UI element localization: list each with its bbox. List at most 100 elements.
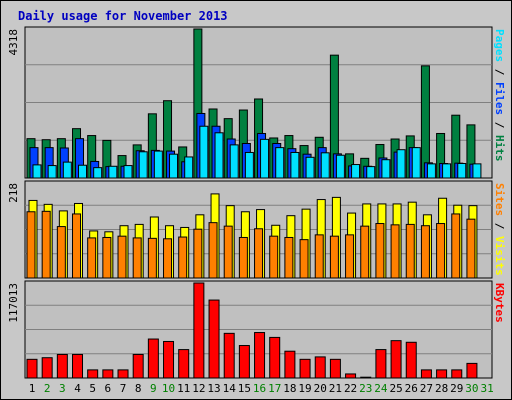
bar-sites — [254, 228, 264, 279]
bar-sites — [56, 226, 66, 279]
top-panel: 4318 Pages / Files / Hits — [7, 26, 506, 179]
bar-kbytes — [405, 341, 417, 379]
bar-sites — [132, 237, 142, 279]
middle-axis-legend-part: Visits — [493, 236, 506, 276]
top-max-label: 4318 — [7, 29, 20, 56]
bar-kbytes — [87, 369, 99, 379]
bar-sites — [87, 237, 97, 279]
bar-kbytes — [375, 349, 387, 379]
bar-pages — [62, 161, 72, 179]
day-label: 26 — [405, 382, 418, 395]
bar-pages — [320, 152, 330, 179]
bar-kbytes — [238, 345, 250, 379]
bar-sites — [26, 211, 36, 279]
bar-sites — [405, 223, 415, 279]
day-label: 3 — [59, 382, 66, 395]
bar-kbytes — [41, 357, 53, 379]
bar-sites — [72, 213, 82, 279]
bar-sites — [390, 224, 400, 279]
bar-kbytes — [420, 369, 432, 379]
bar-kbytes — [284, 350, 296, 379]
bar-kbytes — [345, 373, 357, 379]
bar-kbytes — [269, 336, 281, 379]
bar-pages — [305, 156, 315, 179]
day-label: 22 — [344, 382, 357, 395]
day-label: 4 — [74, 382, 81, 395]
day-label: 27 — [420, 382, 433, 395]
bar-pages — [442, 163, 452, 179]
bar-pages — [351, 164, 361, 179]
day-label: 29 — [450, 382, 463, 395]
bottom-axis-legend-part: KBytes — [493, 283, 506, 323]
bar-pages — [396, 149, 406, 179]
day-label: 17 — [268, 382, 281, 395]
day-label: 25 — [389, 382, 402, 395]
bar-pages — [123, 165, 133, 179]
day-label: 11 — [177, 382, 190, 395]
day-label: 19 — [298, 382, 311, 395]
bar-sites — [41, 210, 51, 279]
bar-pages — [108, 165, 118, 179]
bar-sites — [238, 236, 248, 279]
top-axis-legend: Pages / Files / Hits — [493, 29, 506, 162]
day-label: 5 — [89, 382, 96, 395]
bar-sites — [420, 225, 430, 279]
bar-kbytes — [26, 358, 38, 379]
bar-kbytes — [466, 362, 478, 379]
bar-pages — [214, 132, 224, 179]
bar-kbytes — [223, 332, 235, 379]
top-axis-legend-part: / — [493, 62, 506, 82]
bar-pages — [472, 163, 482, 179]
bar-kbytes — [132, 353, 144, 379]
day-label: 7 — [120, 382, 127, 395]
top-axis-legend-part: Pages — [493, 29, 506, 62]
bar-pages — [138, 151, 148, 179]
bar-sites — [360, 225, 370, 279]
bar-kbytes — [117, 369, 129, 379]
day-label: 31 — [480, 382, 493, 395]
bar-sites — [436, 223, 446, 279]
day-label: 10 — [162, 382, 175, 395]
day-label: 13 — [207, 382, 220, 395]
bar-pages — [426, 163, 436, 179]
day-label: 6 — [105, 382, 112, 395]
bar-sites — [269, 235, 279, 279]
bar-kbytes — [254, 332, 266, 379]
day-label: 9 — [150, 382, 157, 395]
top-axis-legend-part: Files — [493, 82, 506, 115]
middle-axis-legend: Sites / Visits — [493, 183, 506, 276]
bar-sites — [466, 218, 476, 279]
bar-sites — [208, 222, 218, 279]
middle-axis-legend-part: / — [493, 216, 506, 236]
bar-pages — [32, 164, 42, 179]
middle-axis-legend-part: Sites — [493, 183, 506, 216]
bar-pages — [275, 147, 285, 179]
bottom-max-label: 117013 — [7, 283, 20, 323]
chart-title: Daily usage for November 2013 — [18, 9, 228, 23]
day-label: 23 — [359, 382, 372, 395]
day-label: 21 — [329, 382, 342, 395]
bar-kbytes — [314, 356, 326, 379]
bar-sites — [314, 234, 324, 279]
bar-pages — [335, 154, 345, 179]
bar-kbytes — [72, 353, 84, 379]
day-label: 30 — [465, 382, 478, 395]
bar-kbytes — [193, 282, 205, 379]
bar-sites — [117, 235, 127, 279]
day-label: 15 — [238, 382, 251, 395]
bar-sites — [284, 236, 294, 279]
bar-pages — [244, 151, 254, 179]
day-label: 16 — [253, 382, 266, 395]
day-label: 20 — [314, 382, 327, 395]
bar-kbytes — [329, 358, 341, 379]
day-labels: 1 2 3 4 5 6 7 8 9 10 11 12 13 14 15 16 17 18 19 20 21 22 23 24 2… — [29, 382, 494, 395]
bar-pages — [457, 163, 467, 179]
bar-pages — [411, 147, 421, 179]
top-axis-legend-part: Hits — [493, 135, 506, 162]
bar-kbytes — [208, 299, 220, 379]
bar-kbytes — [451, 369, 463, 379]
bar-pages — [290, 151, 300, 179]
bar-kbytes — [147, 338, 159, 379]
bar-sites — [193, 228, 203, 279]
